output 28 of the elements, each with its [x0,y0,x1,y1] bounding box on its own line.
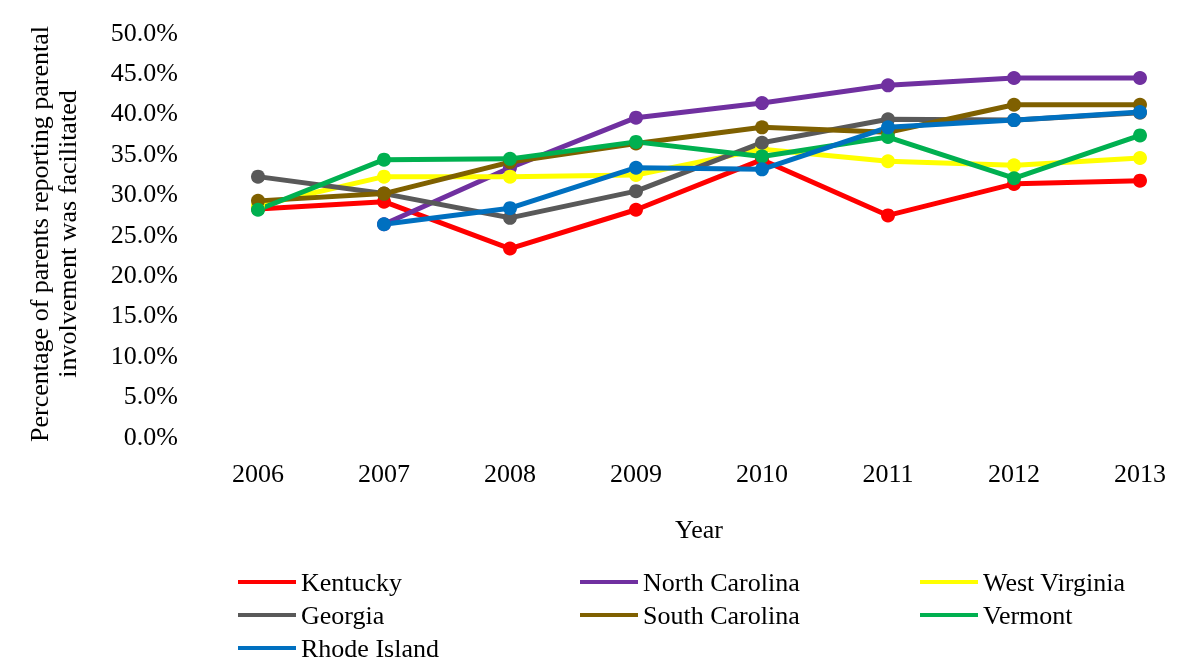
x-tick-label: 2011 [862,458,914,488]
y-tick-label: 0.0% [123,421,178,451]
legend-label: South Carolina [643,600,801,630]
legend-label: West Virginia [983,567,1126,597]
y-tick-label: 30.0% [110,179,178,209]
x-tick-label: 2007 [358,458,410,488]
x-axis-title: Year [675,514,724,544]
y-tick-label: 20.0% [110,259,178,289]
y-tick-label: 15.0% [110,300,178,330]
x-tick-label: 2008 [484,458,536,488]
x-tick-label: 2013 [1114,458,1166,488]
y-axis-title: Percentage of parents reporting parental involvement was facilitated [24,26,82,442]
legend-label: Rhode Island [301,633,439,660]
y-tick-label: 10.0% [110,340,178,370]
legend-label: Vermont [983,600,1074,630]
y-tick-label: 5.0% [123,381,178,411]
x-tick-label: 2010 [736,458,788,488]
y-tick-label: 45.0% [110,57,178,87]
y-tick-label: 35.0% [110,138,178,168]
x-tick-label: 2012 [988,458,1040,488]
y-tick-label: 40.0% [110,98,178,128]
legend-label: Kentucky [301,567,403,597]
legend-label: North Carolina [643,567,801,597]
x-tick-label: 2006 [232,458,284,488]
y-tick-label: 25.0% [110,219,178,249]
x-tick-label: 2009 [610,458,662,488]
y-tick-label: 50.0% [110,17,178,47]
legend-label: Georgia [301,600,385,630]
